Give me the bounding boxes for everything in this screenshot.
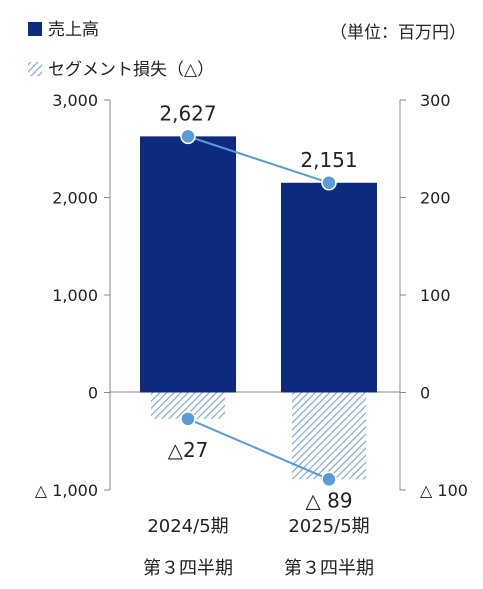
category-period-label: 2024/5期 xyxy=(147,516,228,537)
sales-bar xyxy=(140,136,236,393)
right-axis-ticks: 300 200 100 0 △ 100 xyxy=(400,91,468,500)
legend-label-loss: セグメント損失（△） xyxy=(48,60,214,80)
right-tick-label: 100 xyxy=(420,286,451,305)
loss-bars xyxy=(151,392,366,480)
legend-swatch-loss xyxy=(28,62,42,76)
sales-bars xyxy=(140,136,377,393)
right-tick-label: 0 xyxy=(420,384,430,403)
sales-bar xyxy=(281,182,377,393)
loss-point xyxy=(180,411,196,427)
right-tick-label: △ 100 xyxy=(420,481,468,500)
loss-value-label: △ 89 xyxy=(305,488,352,512)
legend-label-sales: 売上高 xyxy=(48,20,99,40)
left-tick-label: 2,000 xyxy=(52,189,98,208)
left-tick-label: 0 xyxy=(88,384,98,403)
connector-lines xyxy=(187,135,330,481)
right-tick-label: 200 xyxy=(420,189,451,208)
data-labels: 2,627 2,151 △27 △ 89 xyxy=(159,101,357,512)
loss-point xyxy=(321,471,337,488)
left-tick-label: 1,000 xyxy=(52,286,98,305)
left-tick-label: △ 1,000 xyxy=(35,481,98,500)
unit-label: （単位：百万円） xyxy=(330,23,466,43)
legend-swatch-sales xyxy=(28,22,42,36)
legend: 売上高 セグメント損失（△） （単位：百万円） xyxy=(28,20,466,80)
category-quarter-label: 第３四半期 xyxy=(143,558,233,579)
loss-trend-line xyxy=(187,417,330,481)
loss-bar xyxy=(292,392,366,480)
sales-point xyxy=(180,128,196,145)
sales-trend-line xyxy=(187,135,330,184)
category-period-label: 2025/5期 xyxy=(288,516,369,537)
right-tick-label: 300 xyxy=(420,91,451,110)
left-axis-ticks: 3,000 2,000 1,000 0 △ 1,000 xyxy=(35,91,110,500)
loss-value-label: △27 xyxy=(168,438,209,462)
sales-point xyxy=(321,175,337,191)
sales-value-label: 2,627 xyxy=(159,101,216,125)
left-tick-label: 3,000 xyxy=(52,91,98,110)
data-points xyxy=(180,128,337,488)
category-quarter-label: 第３四半期 xyxy=(284,558,374,579)
sales-value-label: 2,151 xyxy=(300,148,357,172)
